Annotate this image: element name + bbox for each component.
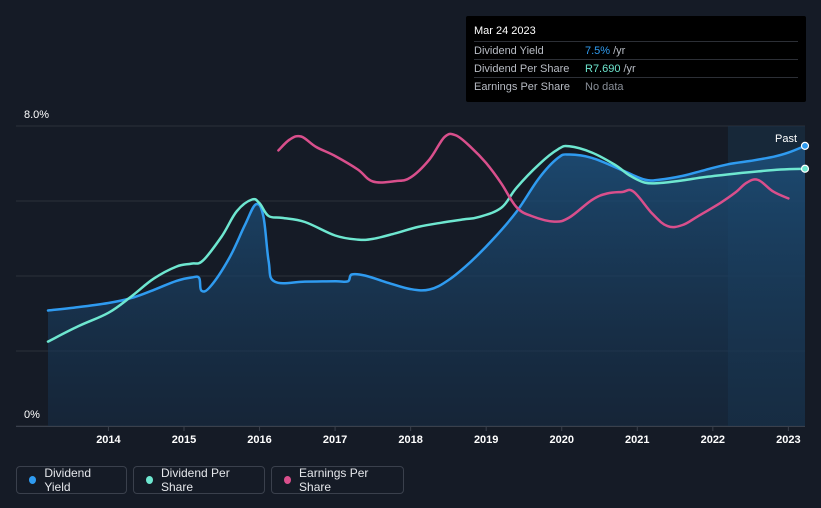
legend-earnings-per-share[interactable]: Earnings Per Share	[271, 466, 404, 494]
past-label: Past	[775, 133, 797, 145]
tooltip-value: 7.5%/yr	[585, 45, 626, 57]
dividend-yield-area	[48, 145, 805, 426]
y-tick-label-max: 8.0%	[24, 109, 49, 121]
tooltip-row-dividend-per-share: Dividend Per Share R7.690/yr	[474, 59, 798, 78]
legend-label: Dividend Per Share	[161, 466, 230, 494]
legend-dividend-yield[interactable]: Dividend Yield	[16, 466, 127, 494]
legend-dot-icon	[284, 476, 292, 484]
x-tick-label: 2014	[96, 434, 121, 446]
earnings-per-share-line	[277, 132, 790, 229]
tooltip-value: No data	[585, 81, 624, 93]
y-tick-label-min: 0%	[24, 409, 40, 421]
legend-dividend-per-share[interactable]: Dividend Per Share	[133, 466, 265, 494]
legend-dot-icon	[29, 476, 37, 484]
x-tick-label: 2018	[398, 434, 422, 446]
tooltip-value: R7.690/yr	[585, 63, 636, 75]
legend-label: Dividend Yield	[44, 466, 92, 494]
dividend-yield-endpoint	[800, 141, 810, 150]
x-tick-label: 2019	[474, 434, 498, 446]
tooltip-date: Mar 24 2023	[474, 25, 536, 37]
x-tick-label: 2023	[776, 434, 800, 446]
legend-label: Earnings Per Share	[299, 466, 369, 494]
tooltip-label: Earnings Per Share	[474, 81, 570, 93]
tooltip: Mar 24 2023 Dividend Yield 7.5%/yr Divid…	[466, 16, 806, 102]
x-tick-label: 2021	[625, 434, 649, 446]
dividend-per-share-endpoint	[800, 164, 810, 173]
x-tick-label: 2017	[323, 434, 347, 446]
x-tick-label: 2015	[172, 434, 196, 446]
tooltip-label: Dividend Yield	[474, 45, 544, 57]
dividend-per-share-line	[46, 144, 807, 343]
legend-dot-icon	[146, 476, 153, 484]
dividend-yield-line	[46, 144, 807, 312]
x-tick-label: 2020	[549, 434, 573, 446]
x-tick-label: 2022	[701, 434, 725, 446]
tooltip-row-dividend-yield: Dividend Yield 7.5%/yr	[474, 41, 798, 60]
x-tick-label: 2016	[247, 434, 271, 446]
tooltip-label: Dividend Per Share	[474, 63, 570, 75]
tooltip-row-earnings-per-share: Earnings Per Share No data	[474, 77, 798, 96]
